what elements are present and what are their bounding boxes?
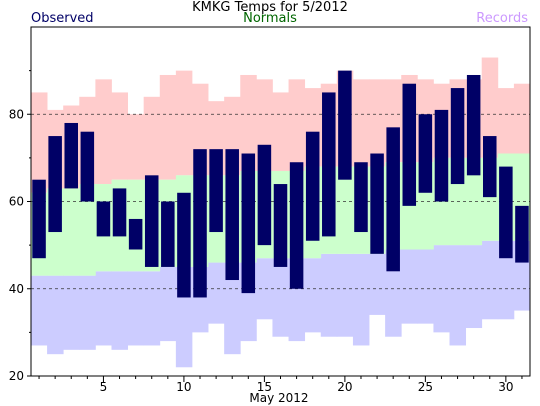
- normal-band: [336, 166, 354, 254]
- y-tick-label: 40: [9, 282, 24, 296]
- record-low-band: [256, 258, 273, 320]
- x-tick-label: 10: [176, 380, 191, 394]
- observed-bar: [128, 218, 143, 250]
- observed-bar: [289, 162, 304, 289]
- y-tick-label: 20: [9, 369, 24, 383]
- record-low-band: [401, 249, 418, 324]
- record-low-band: [320, 253, 338, 337]
- record-low-band: [63, 275, 80, 350]
- record-high-band: [143, 96, 161, 180]
- record-low-band: [304, 258, 322, 333]
- observed-bar: [305, 131, 320, 241]
- observed-bar: [257, 144, 272, 246]
- record-high-band: [497, 88, 515, 154]
- legend-records: Records: [476, 11, 528, 26]
- record-high-band: [95, 79, 112, 185]
- x-axis-label: May 2012: [249, 391, 308, 405]
- record-high-band: [481, 57, 499, 158]
- record-low-band: [352, 253, 370, 346]
- observed-bar: [64, 122, 79, 189]
- x-tick-label: 5: [100, 380, 108, 394]
- normal-band: [63, 188, 80, 276]
- observed-layer: [32, 70, 529, 298]
- record-high-band: [31, 92, 48, 193]
- record-low-band: [465, 245, 483, 329]
- observed-bar: [466, 74, 481, 176]
- observed-bar: [322, 92, 336, 237]
- record-high-band: [369, 79, 386, 167]
- chart-title: KMKG Temps for 5/2012: [192, 0, 348, 15]
- axes: 20 40 60 80 5 10 15 20 25 30: [9, 26, 531, 394]
- observed-bar: [499, 166, 513, 259]
- record-high-band: [127, 114, 145, 180]
- observed-bar: [515, 205, 529, 263]
- record-low-band: [497, 240, 515, 320]
- x-tick-label: 30: [498, 380, 513, 394]
- record-low-band: [47, 275, 64, 355]
- record-high-band: [288, 79, 306, 171]
- observed-bar: [48, 136, 62, 233]
- y-tick-label: 80: [9, 107, 24, 121]
- x-tick-label: 15: [257, 380, 272, 394]
- record-high-band: [352, 79, 370, 167]
- observed-bar: [209, 149, 223, 233]
- observed-bar: [32, 179, 46, 259]
- record-high-band: [272, 92, 289, 171]
- observed-bar: [161, 201, 175, 267]
- observed-bar: [338, 70, 352, 180]
- observed-bar: [434, 109, 449, 202]
- legend-normals: Normals: [243, 11, 297, 26]
- record-low-band: [449, 245, 467, 346]
- record-low-band: [369, 253, 386, 315]
- record-high-band: [175, 70, 193, 176]
- record-high-band: [159, 74, 177, 180]
- record-low-band: [143, 271, 161, 346]
- record-high-band: [240, 74, 257, 171]
- record-low-band: [95, 271, 112, 346]
- normal-band: [465, 157, 483, 246]
- observed-bar: [144, 175, 159, 267]
- observed-bar: [225, 149, 239, 281]
- observed-bar: [402, 83, 417, 206]
- observed-bar: [482, 136, 497, 198]
- record-low-band: [79, 275, 96, 350]
- record-high-band: [111, 92, 128, 180]
- observed-bar: [273, 184, 288, 267]
- record-low-band: [417, 249, 434, 324]
- record-low-band: [208, 262, 225, 324]
- normal-band: [79, 184, 96, 276]
- observed-bar: [193, 149, 207, 298]
- observed-bar: [177, 192, 191, 298]
- y-tick-label: 60: [9, 195, 24, 209]
- observed-bar: [241, 153, 256, 294]
- record-low-band: [224, 262, 241, 355]
- record-low-band: [159, 266, 177, 342]
- observed-bar: [80, 131, 95, 202]
- observed-bar: [450, 88, 465, 185]
- x-tick-label: 20: [337, 380, 352, 394]
- observed-bar: [96, 201, 111, 237]
- observed-bar: [386, 127, 400, 272]
- record-low-band: [272, 258, 289, 337]
- record-low-band: [481, 240, 499, 320]
- x-tick-label: 25: [418, 380, 433, 394]
- observed-bar: [370, 153, 384, 254]
- observed-bar: [354, 162, 368, 233]
- record-low-band: [336, 253, 354, 337]
- record-low-band: [31, 275, 48, 346]
- observed-bar: [418, 114, 433, 193]
- record-low-band: [127, 271, 145, 346]
- legend-observed: Observed: [31, 11, 94, 26]
- record-low-band: [111, 271, 128, 350]
- record-high-band: [513, 83, 531, 154]
- observed-bar: [112, 188, 127, 237]
